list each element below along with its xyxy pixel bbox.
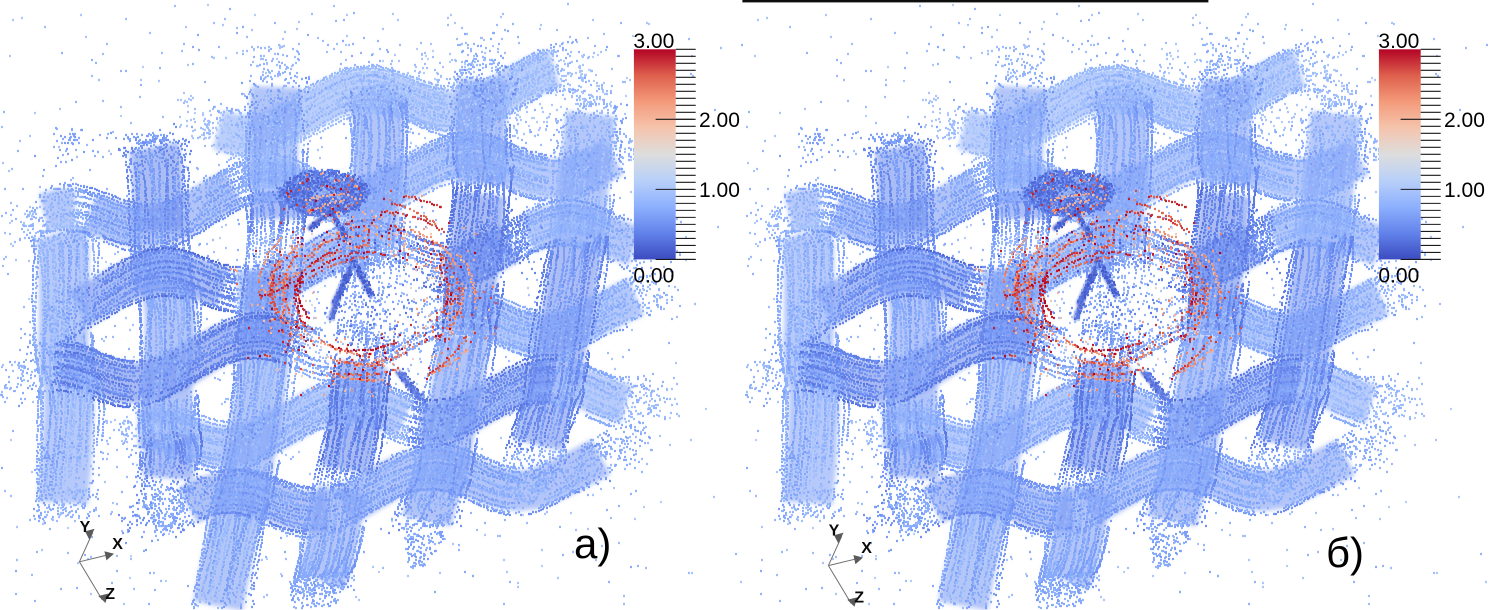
svg-text:Z: Z <box>105 586 115 603</box>
svg-text:б): б) <box>1326 529 1364 576</box>
svg-text:а): а) <box>574 520 611 567</box>
svg-text:Y: Y <box>829 523 840 540</box>
svg-text:Y: Y <box>80 519 91 536</box>
svg-text:Z: Z <box>854 590 864 607</box>
svg-text:X: X <box>861 540 872 557</box>
svg-text:X: X <box>112 536 123 553</box>
